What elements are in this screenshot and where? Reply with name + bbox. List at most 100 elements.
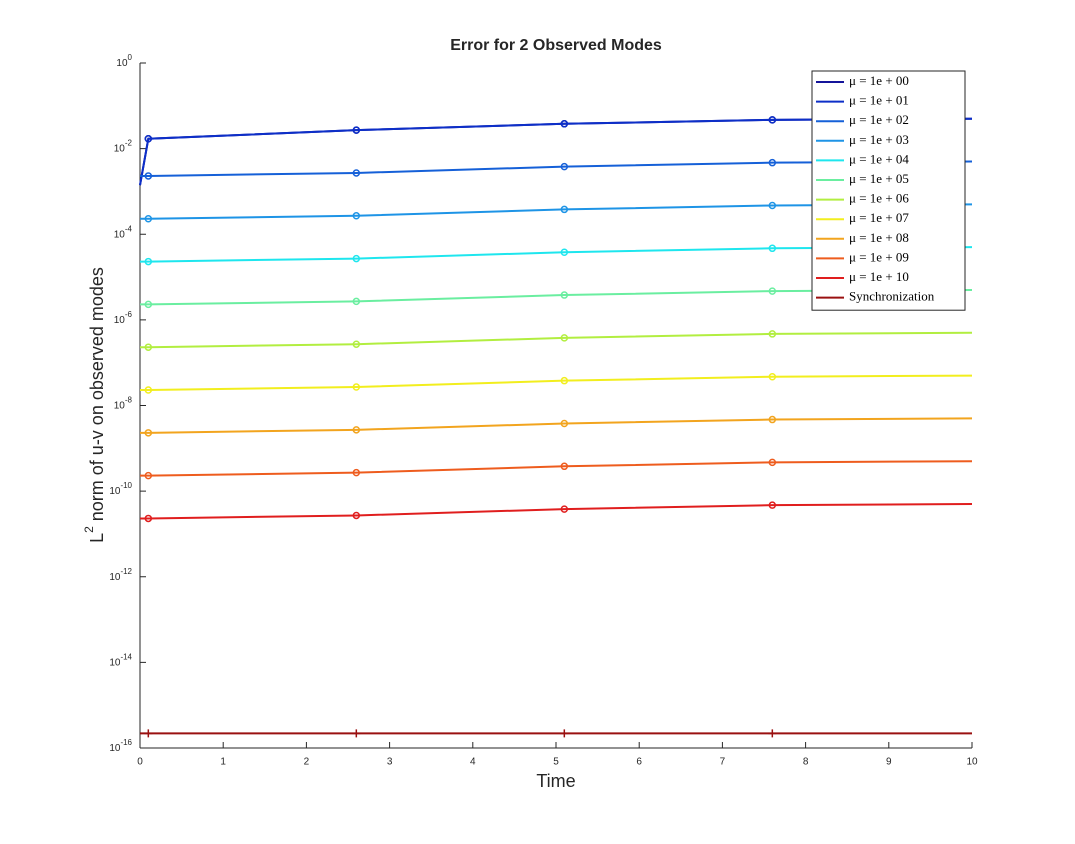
marker <box>560 291 569 299</box>
y-label-text: norm of u-v on observed modes <box>87 267 107 526</box>
marker <box>144 429 153 437</box>
marker <box>144 215 153 223</box>
series-line <box>140 503 973 520</box>
x-tick-label: 2 <box>304 757 310 768</box>
legend-label: μ = 1e + 09 <box>849 249 909 264</box>
legend-label: μ = 1e + 04 <box>849 151 909 166</box>
marker <box>352 511 361 520</box>
x-tick-label: 7 <box>720 757 726 768</box>
y-tick-label: 10-8 <box>114 396 133 412</box>
y-tick-label: 10-12 <box>109 567 132 583</box>
marker <box>768 201 777 210</box>
y-tick-base: 10 <box>114 229 126 240</box>
marker <box>144 514 153 523</box>
y-tick-exponent: -14 <box>120 652 132 661</box>
series-line <box>139 117 973 186</box>
y-tick-exponent: -12 <box>120 567 132 576</box>
y-axis-label: L2 norm of u-v on observed modes <box>82 267 107 543</box>
x-tick-label: 0 <box>137 757 143 768</box>
x-tick-label: 5 <box>553 757 559 768</box>
y-tick-label: 10-16 <box>109 738 132 754</box>
marker <box>768 116 777 124</box>
y-tick-base: 10 <box>109 571 121 582</box>
x-tick-label: 9 <box>886 757 892 768</box>
marker <box>352 729 361 738</box>
legend-label: μ = 1e + 05 <box>849 171 909 186</box>
marker <box>352 340 361 348</box>
y-tick-exponent: -8 <box>125 396 133 405</box>
marker <box>560 162 569 171</box>
y-tick-exponent: -4 <box>125 224 133 233</box>
x-tick-label: 10 <box>966 757 978 768</box>
marker <box>144 300 153 309</box>
y-tick-base: 10 <box>109 486 121 497</box>
series-line <box>140 203 973 220</box>
y-tick-base: 10 <box>114 143 126 154</box>
y-tick-label: 10-14 <box>109 652 132 668</box>
legend-label: μ = 1e + 06 <box>849 191 909 206</box>
marker <box>352 426 361 434</box>
marker <box>144 386 153 394</box>
y-label-base: L <box>87 533 107 543</box>
marker <box>768 330 777 338</box>
x-axis-label: Time <box>536 771 575 791</box>
marker <box>144 343 153 351</box>
series-line <box>140 288 973 306</box>
marker <box>352 468 361 477</box>
legend-label: μ = 1e + 10 <box>849 269 909 284</box>
y-tick-exponent: -10 <box>120 481 132 490</box>
legend-label: μ = 1e + 02 <box>849 112 909 127</box>
x-tick-label: 3 <box>387 757 393 768</box>
series-line <box>140 246 973 263</box>
y-tick-label: 10-6 <box>114 310 133 326</box>
marker <box>768 244 777 253</box>
x-tick-label: 6 <box>636 757 642 768</box>
series-line <box>140 460 973 477</box>
marker <box>560 462 569 471</box>
y-tick-base: 10 <box>116 58 128 69</box>
legend-box <box>811 70 966 311</box>
y-tick-exponent: -2 <box>125 139 133 148</box>
y-tick-exponent: 0 <box>128 53 133 62</box>
y-tick-base: 10 <box>109 657 121 668</box>
legend-label: μ = 1e + 00 <box>849 73 909 88</box>
marker <box>352 383 361 391</box>
series-line <box>140 160 973 177</box>
marker <box>560 419 569 428</box>
marker <box>768 458 777 467</box>
marker <box>560 205 569 214</box>
legend-label: μ = 1e + 07 <box>849 210 909 225</box>
marker <box>352 297 361 306</box>
legend-label: Synchronization <box>849 289 935 304</box>
legend-label: μ = 1e + 01 <box>849 93 909 108</box>
marker <box>560 505 569 513</box>
y-label-sup: 2 <box>82 526 96 533</box>
y-tick-exponent: -16 <box>120 738 132 747</box>
y-tick-base: 10 <box>114 400 126 411</box>
marker <box>352 169 361 177</box>
y-tick-label: 100 <box>116 53 132 69</box>
marker <box>768 287 777 295</box>
legend-label: μ = 1e + 08 <box>849 230 909 245</box>
marker <box>768 729 777 738</box>
y-tick-base: 10 <box>109 743 121 754</box>
marker <box>144 135 153 143</box>
marker <box>352 126 361 134</box>
y-tick-label: 10-4 <box>114 224 133 240</box>
marker <box>352 254 361 263</box>
series-line <box>140 417 973 434</box>
marker <box>768 372 777 381</box>
marker <box>144 471 153 480</box>
marker <box>560 729 569 738</box>
chart-title: Error for 2 Observed Modes <box>450 37 662 54</box>
x-tick-label: 1 <box>220 757 226 768</box>
marker <box>560 120 569 128</box>
x-tick-label: 8 <box>803 757 809 768</box>
marker <box>560 376 569 385</box>
marker <box>768 501 777 509</box>
y-tick-exponent: -6 <box>125 310 133 319</box>
marker <box>144 729 153 738</box>
legend-label: μ = 1e + 03 <box>849 132 909 147</box>
